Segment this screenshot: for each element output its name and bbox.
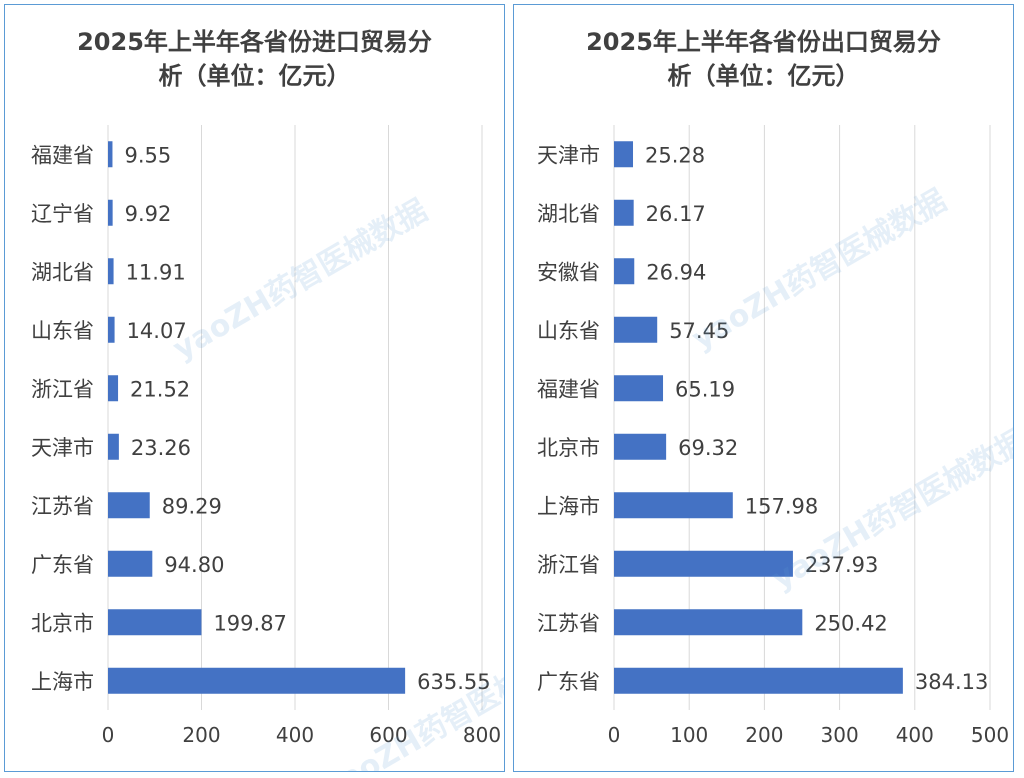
bar [108,258,114,285]
category-label: 山东省 [537,319,600,343]
bar [108,550,153,577]
category-label: 湖北省 [31,260,94,284]
data-label: 57.45 [669,319,729,343]
x-tick-label: 0 [102,723,115,747]
bar [614,375,664,402]
data-label: 11.91 [126,260,186,284]
x-tick-label: 400 [276,723,314,747]
category-label: 浙江省 [31,377,94,401]
bar [108,667,406,694]
bar [614,550,793,577]
x-tick-label: 600 [369,723,407,747]
x-tick-label: 800 [463,723,501,747]
category-label: 广东省 [31,553,94,577]
import-chart-title-line-2: 析（单位：亿元） [158,62,351,90]
bar [108,316,115,343]
category-label: 北京市 [537,436,600,460]
import-chart-title: 2025年上半年各省份进口贸易分 析（单位：亿元） [5,25,504,93]
data-label: 237.93 [805,553,878,577]
export-chart-title-line-2: 析（单位：亿元） [667,62,860,90]
bar [614,316,658,343]
bar [614,492,733,519]
data-label: 635.55 [417,670,490,694]
data-label: 94.80 [164,553,224,577]
export-chart-title: 2025年上半年各省份出口贸易分 析（单位：亿元） [514,25,1013,93]
category-label: 辽宁省 [31,202,94,226]
category-label: 广东省 [537,670,600,694]
category-label: 福建省 [537,377,600,401]
category-label: 湖北省 [537,202,600,226]
bar [108,433,119,460]
bar [614,141,634,168]
bar [108,492,150,519]
data-label: 23.26 [131,436,191,460]
data-label: 384.13 [915,670,988,694]
x-tick-label: 400 [896,723,934,747]
import-chart-title-line-1: 2025年上半年各省份进口贸易分 [77,28,432,56]
bar [108,199,113,226]
x-tick-label: 200 [182,723,220,747]
category-label: 上海市 [31,670,94,694]
x-tick-label: 200 [745,723,783,747]
x-tick-label: 0 [608,723,621,747]
bar [614,609,803,636]
bar [108,609,202,636]
category-label: 山东省 [31,319,94,343]
data-label: 26.94 [646,260,706,284]
bar [614,667,903,694]
x-tick-label: 500 [971,723,1009,747]
data-label: 9.92 [125,202,172,226]
data-label: 65.19 [675,377,735,401]
bar [108,141,113,168]
data-label: 9.55 [124,143,171,167]
export-chart-panel: 2025年上半年各省份出口贸易分 析（单位：亿元） 0 100 200 300 400 5… [513,4,1014,772]
data-label: 26.17 [646,202,706,226]
data-label: 25.28 [645,143,705,167]
bar [108,375,119,402]
bar [614,199,634,226]
bar [614,258,635,285]
x-tick-label: 100 [670,723,708,747]
data-label: 157.98 [745,494,818,518]
data-label: 89.29 [162,494,222,518]
data-label: 69.32 [678,436,738,460]
category-label: 浙江省 [537,553,600,577]
category-label: 江苏省 [537,611,600,635]
category-label: 天津市 [537,143,600,167]
import-chart-panel: 2025年上半年各省份进口贸易分 析（单位：亿元） 0 200 400 600 800 福… [4,4,505,772]
export-chart-plot: 0 100 200 300 400 500 天津市 25.28 湖北省 26.17 安徽省 26.94… [537,125,1009,747]
category-label: 福建省 [31,143,94,167]
data-label: 250.42 [814,611,887,635]
x-tick-label: 300 [821,723,859,747]
category-label: 上海市 [537,494,600,518]
category-label: 北京市 [31,611,94,635]
data-label: 199.87 [213,611,286,635]
bar [614,433,667,460]
category-label: 安徽省 [537,260,600,284]
data-label: 21.52 [130,377,190,401]
category-label: 天津市 [31,436,94,460]
export-chart-title-line-1: 2025年上半年各省份出口贸易分 [586,28,941,56]
import-chart-plot: 0 200 400 600 800 福建省 9.55 辽宁省 9.92 湖北省 11.91 山东省 14… [31,125,501,747]
data-label: 14.07 [127,319,187,343]
category-label: 江苏省 [31,494,94,518]
